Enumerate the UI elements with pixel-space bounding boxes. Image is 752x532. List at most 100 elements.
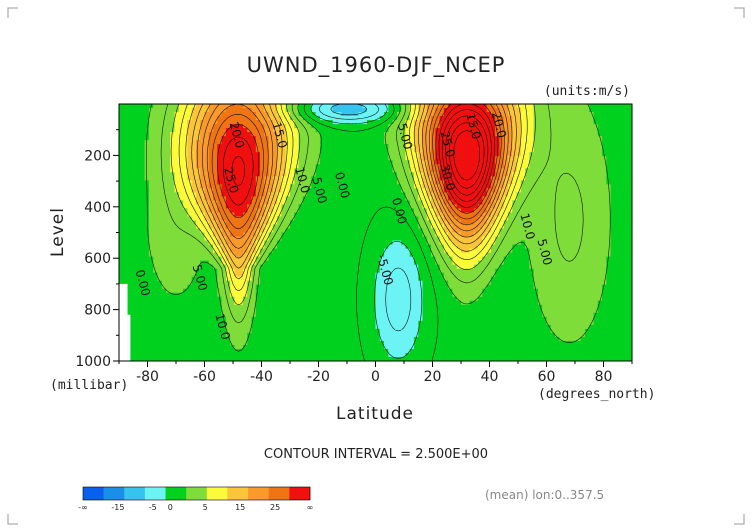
contour-cell [439,344,445,350]
contour-cell [264,288,270,294]
contour-cell [362,140,368,145]
contour-cell [238,352,244,358]
contour-cell [264,264,270,270]
contour-cell [260,136,265,141]
contour-cell [148,116,154,121]
contour-cell [332,296,338,302]
contour-cell [277,192,283,197]
contour-cell [307,148,312,153]
contour-cell [379,136,385,141]
contour-cell [195,224,201,230]
contour-cell [153,108,159,113]
contour-cell [384,108,389,113]
contour-cell [170,352,176,358]
contour-cell [337,308,342,314]
contour-cell [345,248,351,254]
contour-cell [217,228,223,234]
contour-cell [366,348,372,354]
contour-cell [234,108,240,113]
contour-cell [260,140,265,145]
contour-cell [413,292,419,298]
contour-cell [302,288,308,294]
contour-cell [307,116,312,121]
contour-cell [298,196,304,201]
contour-cell [337,200,342,205]
contour-cell [435,172,441,177]
contour-cell [230,136,236,141]
contour-cell [140,352,146,358]
contour-cell [153,240,159,246]
contour-cell [341,240,347,246]
contour-cell [358,236,364,242]
contour-cell [392,236,398,242]
contour-cell [255,304,261,310]
contour-cell [302,308,308,314]
contour-cell [157,148,163,153]
contour-cell [277,172,283,177]
contour-cell [371,176,377,181]
contour-cell [285,188,291,193]
contour-cell [208,196,214,201]
contour-cell [221,328,227,334]
contour-cell [418,220,424,226]
contour-cell [396,352,402,358]
contour-cell [157,248,163,254]
contour-cell [328,228,334,234]
contour-cell [200,192,206,197]
contour-cell [409,324,415,330]
contour-cell [268,264,274,270]
contour-cell [375,220,381,226]
contour-cell [418,236,424,242]
contour-cell [439,260,445,266]
contour-cell [255,308,261,314]
contour-cell [418,224,424,230]
contour-cell [332,264,338,270]
contour-cell [349,196,355,201]
contour-cell [200,128,206,133]
contour-cell [285,148,291,153]
contour-cell [230,324,236,330]
contour-cell [157,216,163,222]
contour-cell [166,132,171,137]
contour-cell [178,292,184,298]
contour-cell [324,268,330,274]
contour-cell [405,204,411,210]
contour-cell [375,284,381,290]
contour-cell [401,104,407,109]
contour-cell [443,232,449,238]
contour-cell [123,204,129,210]
contour-cell [213,320,218,326]
contour-cell [153,256,159,262]
contour-cell [324,352,330,358]
contour-cell [238,220,244,226]
contour-cell [392,264,398,270]
contour-cell [422,228,428,234]
contour-cell [157,256,163,262]
contour-cell [426,336,432,342]
contour-cell [307,308,312,314]
contour-cell [255,312,261,318]
contour-cell [157,332,163,338]
contour-cell [298,148,304,153]
contour-cell [431,176,436,181]
contour-cell [362,272,368,278]
contour-cell [136,308,141,314]
contour-cell [319,332,325,338]
contour-cell [349,228,355,234]
contour-cell [443,108,449,113]
contour-cell [375,236,381,242]
contour-cell [131,228,137,234]
contour-cell [178,176,184,181]
contour-cell [319,296,325,302]
contour-cell [418,336,424,342]
contour-cell [443,316,449,322]
contour-cell [435,108,441,113]
contour-cell [221,240,227,246]
contour-cell [354,324,359,330]
contour-cell [298,248,304,254]
contour-cell [191,328,197,334]
contour-cell [195,284,201,290]
contour-cell [148,176,154,181]
contour-cell [178,120,184,125]
contour-cell [298,184,304,189]
